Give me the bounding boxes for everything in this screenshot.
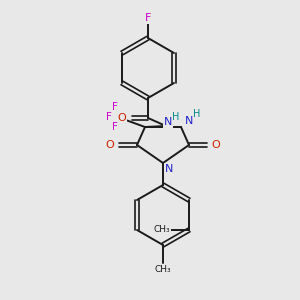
Text: O: O [212,140,220,150]
Text: CH₃: CH₃ [154,226,170,235]
Text: F: F [112,122,118,132]
Text: O: O [118,113,126,123]
Text: H: H [193,109,201,119]
Text: N: N [185,116,193,126]
Text: F: F [145,13,151,23]
Text: CH₃: CH₃ [155,266,171,274]
Text: F: F [112,102,118,112]
Text: O: O [106,140,114,150]
Text: H: H [172,112,180,122]
Text: N: N [165,164,173,174]
Text: F: F [106,112,112,122]
Text: N: N [164,117,172,127]
